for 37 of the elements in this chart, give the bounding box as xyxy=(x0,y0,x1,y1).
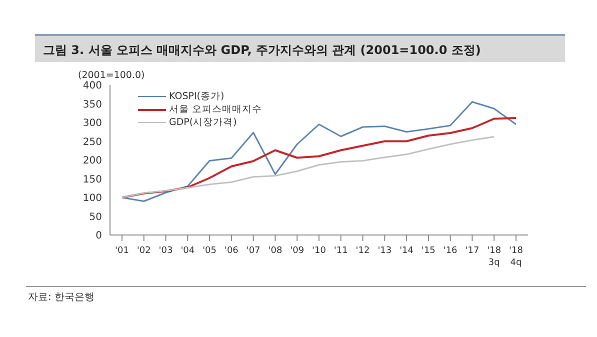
line-series xyxy=(121,117,517,198)
y-tick-label: 300 xyxy=(82,118,102,130)
legend-label: 서울 오피스매매지수 xyxy=(169,103,262,116)
x-tick-label: '07 xyxy=(246,246,260,256)
y-tick-label: 0 xyxy=(96,230,102,242)
x-tick-label: '14 xyxy=(400,246,414,256)
line-series xyxy=(121,136,495,198)
y-tick-label: 50 xyxy=(89,212,102,223)
x-tick-label: '16 xyxy=(443,246,458,256)
x-tick-label: '02 xyxy=(136,246,151,256)
x-tick-label: '10 xyxy=(312,246,326,256)
x-tick-label: '12 xyxy=(356,246,370,256)
x-tick-label: '18 4q xyxy=(509,246,524,268)
y-tick-label: 200 xyxy=(82,156,102,167)
line-series xyxy=(121,101,517,202)
x-tick-label: '08 xyxy=(268,246,282,256)
chart-title: 그림 3. 서울 오피스 매매지수와 GDP, 주가지수와의 관계 (2001=100.0 조정) xyxy=(35,34,565,62)
y-tick-label: 400 xyxy=(82,80,102,92)
y-tick-label: 250 xyxy=(82,136,102,148)
legend-label: GDP(시장가격) xyxy=(169,116,237,129)
x-tick-label: '05 xyxy=(202,246,217,256)
x-tick-label: '15 xyxy=(421,246,436,256)
x-tick-label: '11 xyxy=(334,246,348,256)
x-tick-label: '01 xyxy=(115,246,129,256)
y-tick-label: 100 xyxy=(82,193,102,204)
x-tick-label: '03 xyxy=(158,246,173,256)
text: 자료: 한국은행 xyxy=(28,291,95,304)
x-tick-label: '09 xyxy=(290,246,304,256)
x-tick-label: '18 3q xyxy=(487,246,502,268)
x-tick-label: '13 xyxy=(378,246,392,256)
y-tick-label: 350 xyxy=(82,99,102,110)
y-axis-title: (2001=100.0) xyxy=(78,70,145,81)
x-tick-label: '17 xyxy=(465,246,480,256)
x-tick-label: '06 xyxy=(224,246,239,256)
x-tick-label: '04 xyxy=(180,246,195,256)
y-tick-label: 150 xyxy=(82,174,102,186)
legend-label: KOSPI(종가) xyxy=(169,90,224,103)
